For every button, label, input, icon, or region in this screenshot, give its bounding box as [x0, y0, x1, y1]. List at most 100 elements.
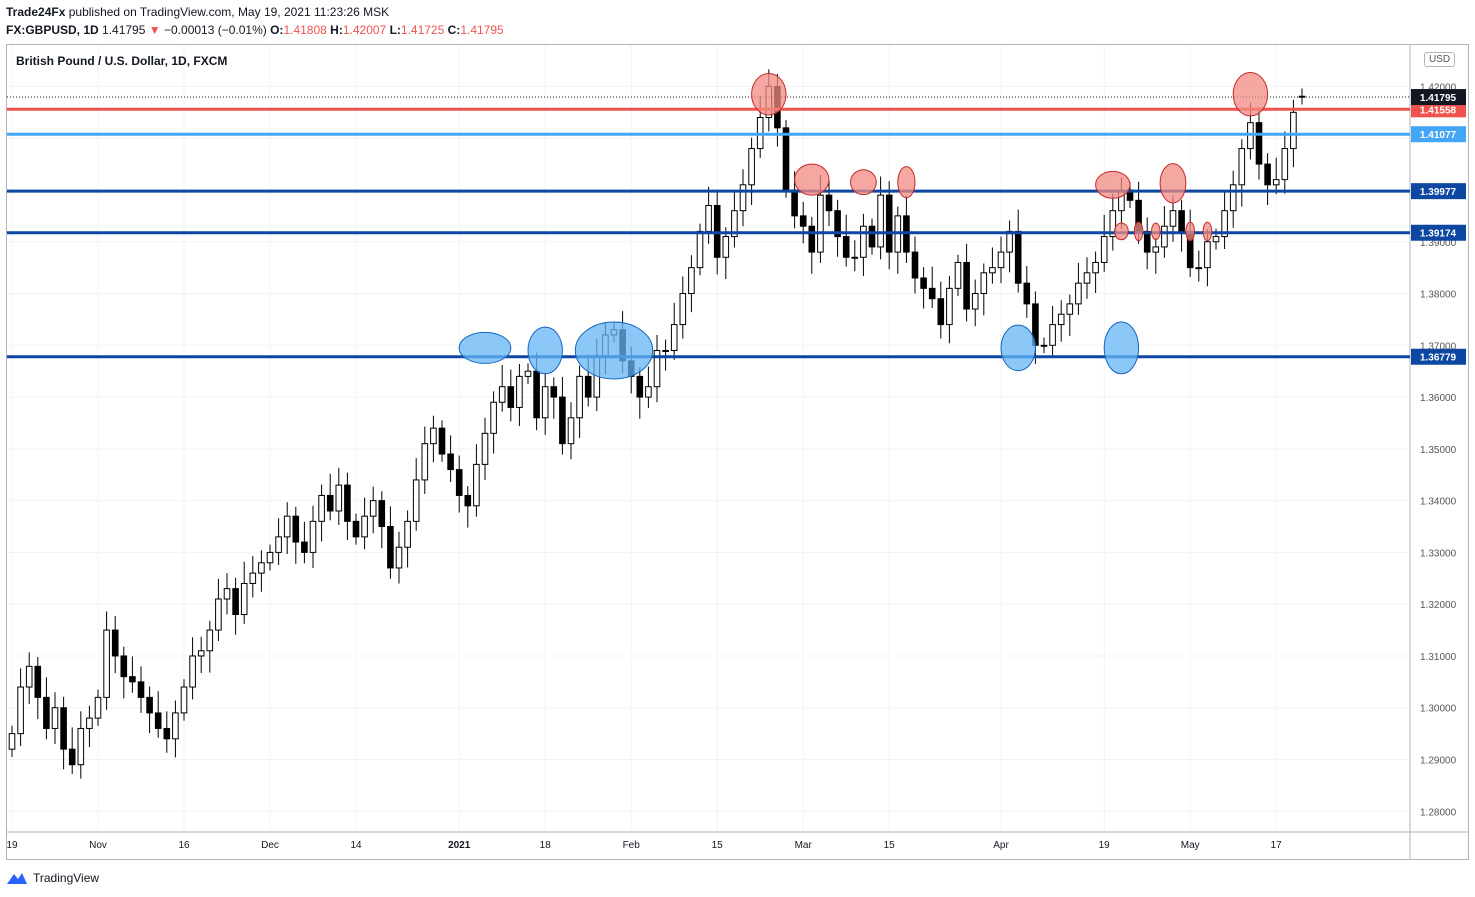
candle-body [928, 287, 936, 300]
candle-body [662, 349, 669, 352]
y-tick-label: 1.33000 [1420, 548, 1457, 559]
candle-body [301, 541, 308, 553]
x-tick-label: 19 [1099, 840, 1111, 851]
resistance-marker [751, 72, 787, 116]
candle-body [490, 401, 497, 434]
candle-body [670, 324, 678, 351]
candle-body [911, 251, 919, 279]
candle-body [1006, 230, 1013, 253]
support-marker [574, 321, 654, 380]
x-tick-label: 14 [350, 840, 362, 851]
y-tick-label: 1.36000 [1420, 393, 1457, 404]
high-value: 1.42007 [342, 23, 387, 37]
price-change: −0.00013 (−0.01%) [164, 23, 267, 37]
close-value: 1.41795 [460, 23, 504, 37]
candle-body [533, 370, 540, 419]
support-marker [1000, 324, 1036, 372]
candle-body [885, 194, 893, 253]
candle-body [232, 588, 239, 616]
resistance-marker [850, 169, 877, 196]
currency-badge[interactable]: USD [1424, 52, 1456, 67]
candle-body [223, 588, 231, 600]
candle-body [455, 469, 463, 496]
candle-body [524, 370, 532, 377]
candle-body [335, 484, 343, 512]
candle-body [1281, 148, 1289, 181]
candle-body [318, 494, 325, 522]
x-tick-label: 2021 [448, 840, 471, 851]
x-tick-label: Feb [623, 840, 641, 851]
candle-body [963, 261, 970, 310]
y-tick-label: 1.37000 [1420, 341, 1457, 352]
candle-body [1014, 230, 1022, 284]
candle-body [1169, 210, 1177, 227]
candle-body [559, 396, 566, 445]
candle-body [696, 230, 704, 269]
candle-body [120, 655, 128, 678]
candle-body [1023, 282, 1031, 305]
level-price-label: 1.41077 [1420, 130, 1457, 141]
candle-body [541, 386, 549, 419]
candle-body [387, 526, 394, 569]
candle-body [1040, 344, 1048, 347]
candle-body [739, 184, 747, 212]
candle-body [34, 665, 42, 698]
last-price-label: 1.41795 [1420, 93, 1457, 104]
symbol-label: FX:GBPUSD, 1D [6, 23, 99, 37]
footer-brand: TradingView [33, 871, 100, 885]
candle-body [309, 520, 317, 553]
x-tick-label: 17 [1271, 840, 1283, 851]
y-tick-label: 1.31000 [1420, 652, 1457, 663]
x-tick-label: Nov [89, 840, 107, 851]
candle-body [782, 127, 790, 191]
candle-body [464, 494, 472, 507]
candle-body [971, 293, 979, 310]
candle-body [636, 375, 644, 398]
candle-body [817, 194, 824, 253]
open-label: O: [270, 23, 284, 37]
chart-frame[interactable] [6, 44, 1469, 860]
level-price-tag [1411, 183, 1466, 200]
candle-body [25, 665, 33, 688]
candle-body [275, 536, 282, 553]
x-tick-label: Dec [261, 840, 279, 851]
candle-body [868, 225, 876, 248]
candle-body [989, 267, 996, 274]
candle-body [163, 727, 171, 740]
published-text: published on TradingView.com, May 19, 20… [68, 5, 390, 19]
candle-body [679, 293, 687, 326]
candle-body [266, 551, 274, 564]
candle-body [1100, 236, 1108, 263]
candle-body [842, 236, 850, 258]
candle-body [705, 205, 712, 232]
y-tick-label: 1.38000 [1420, 290, 1457, 301]
candle-body [1075, 282, 1082, 305]
candle-body [1298, 95, 1306, 98]
candle-body [1195, 267, 1203, 270]
candle-body [507, 386, 515, 408]
candle-body [283, 515, 291, 538]
x-tick-label: 16 [178, 840, 190, 851]
candle-body [576, 375, 583, 419]
resistance-marker [794, 163, 830, 196]
candle-body [791, 189, 798, 217]
candle-body [645, 386, 652, 398]
candle-body [421, 443, 429, 481]
candle-body [111, 629, 119, 657]
tradingview-logo-icon [7, 873, 27, 884]
x-tick-label: 18 [540, 840, 552, 851]
candle-body [860, 225, 867, 258]
candle-body [1083, 272, 1091, 284]
candle-body [567, 417, 575, 445]
candle-body [94, 696, 102, 719]
candle-body [550, 386, 558, 398]
candle-body [240, 582, 248, 616]
y-tick-label: 1.35000 [1420, 445, 1457, 456]
candle-body [748, 148, 755, 186]
last-price: 1.41795 [102, 23, 146, 37]
candle-body [1272, 179, 1280, 186]
candle-body [1152, 246, 1160, 253]
resistance-marker [1095, 170, 1131, 199]
candle-body [808, 225, 816, 253]
